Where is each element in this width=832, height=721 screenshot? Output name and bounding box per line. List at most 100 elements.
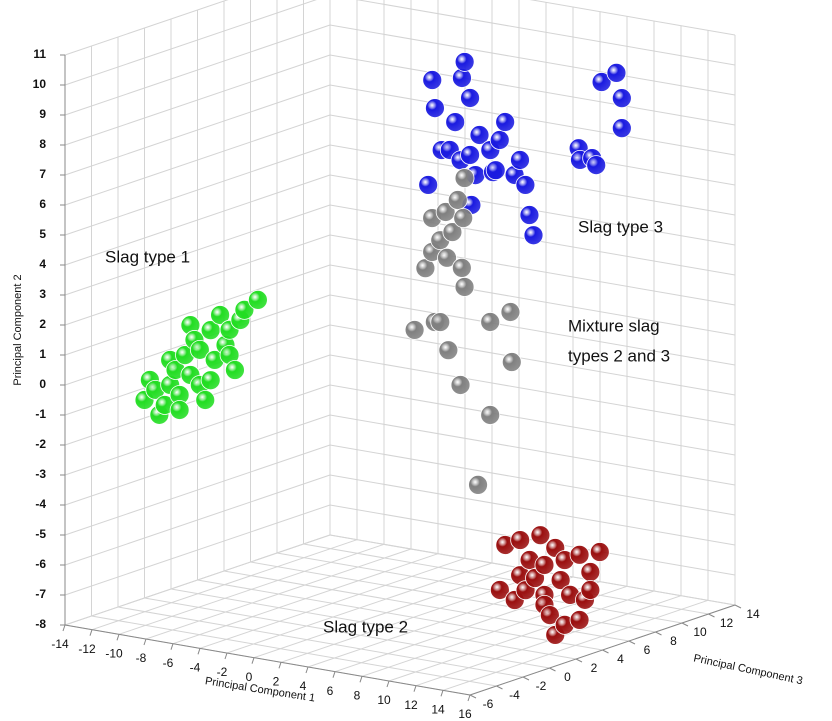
point-shape (460, 145, 480, 165)
point (539, 605, 560, 625)
point (569, 544, 590, 565)
point-shape (234, 299, 255, 320)
grid-line (329, 294, 736, 366)
y-tick-label: 11 (33, 47, 46, 61)
z-axis-title: Principal Component 3 (692, 652, 803, 687)
point-shape (435, 202, 456, 222)
z-tick (575, 658, 583, 663)
point-shape (534, 555, 555, 575)
x-tick-label: 0 (246, 670, 253, 684)
grid-line (329, 384, 736, 456)
x-tick-label: 10 (377, 693, 391, 707)
x-tick (359, 676, 363, 683)
grid-line (329, 24, 736, 96)
grid-line (329, 324, 736, 396)
point-shape (530, 525, 551, 546)
y-tick-label: -7 (35, 587, 46, 601)
grid-line (170, 588, 577, 660)
y-tick-label: 7 (39, 167, 46, 181)
point-shape (438, 340, 459, 361)
x-tick-label: 12 (404, 698, 418, 712)
point-shape (489, 580, 510, 600)
point (451, 257, 472, 278)
x-tick-label: 2 (273, 675, 280, 689)
y-tick-label: 3 (39, 287, 46, 301)
x-tick-label: -8 (136, 651, 147, 665)
point-shape (422, 70, 443, 90)
point (515, 175, 536, 195)
point-shape (430, 312, 451, 332)
point (530, 525, 551, 546)
point (550, 570, 571, 590)
y-tick-label: 0 (39, 377, 46, 391)
grid-line (329, 414, 736, 486)
z-tick-label: 14 (746, 607, 760, 621)
point-shape (447, 190, 468, 210)
point (480, 405, 501, 425)
x-tick (305, 666, 309, 674)
point (189, 339, 210, 360)
grid-line (197, 579, 603, 651)
point (460, 88, 480, 108)
point (442, 222, 463, 242)
z-tick (549, 667, 556, 672)
point-shape (523, 225, 544, 246)
x-tick (332, 671, 336, 678)
point-shape (569, 610, 590, 630)
point-shape (539, 605, 560, 625)
point (200, 370, 221, 391)
point (247, 289, 268, 310)
point (611, 88, 632, 109)
point (460, 145, 480, 165)
point-shape (550, 570, 571, 590)
grid-line (329, 444, 736, 516)
point-shape (589, 542, 610, 562)
point-shape (460, 88, 480, 108)
y-tick-label: -2 (35, 437, 46, 451)
z-tick-label: 8 (670, 634, 677, 648)
point (495, 112, 516, 132)
point (453, 208, 474, 228)
point-shape (468, 474, 488, 495)
point (430, 312, 451, 332)
point-shape (200, 370, 221, 391)
z-tick (602, 649, 609, 654)
grid-line (91, 615, 497, 687)
y-tick-label: -4 (35, 497, 46, 511)
axis-line (64, 624, 471, 696)
z-tick-label: -4 (509, 688, 520, 702)
grid-line (329, 264, 736, 336)
point-shape (510, 150, 530, 170)
point-shape (454, 52, 475, 72)
y-tick-label: 4 (39, 257, 46, 271)
x-tick-label: -10 (105, 647, 123, 661)
point-shape (485, 160, 506, 181)
point-shape (451, 257, 472, 278)
z-tick (522, 676, 530, 681)
grid-line (529, 0, 736, 36)
z-tick-label: 0 (564, 670, 571, 684)
grid-line (303, 543, 709, 615)
z-tick-label: 12 (720, 616, 734, 630)
point-shape (189, 339, 210, 360)
point-shape (247, 289, 268, 310)
point-shape (225, 360, 245, 380)
point (510, 150, 530, 170)
y-axis-title: Principal Component 2 (12, 274, 24, 385)
x-tick (197, 648, 201, 655)
x-tick-label: 14 (431, 703, 445, 717)
point (234, 299, 255, 320)
point (580, 562, 601, 582)
point (591, 72, 612, 92)
point-shape (418, 175, 439, 195)
grid-line (355, 0, 736, 66)
x-tick (224, 652, 228, 660)
y-tick-label: -3 (35, 467, 46, 481)
annotation: Mixture slag (568, 316, 660, 335)
point-shape (480, 312, 501, 332)
x-tick (143, 638, 147, 646)
point (580, 580, 601, 600)
point (454, 277, 475, 297)
point (611, 118, 632, 139)
